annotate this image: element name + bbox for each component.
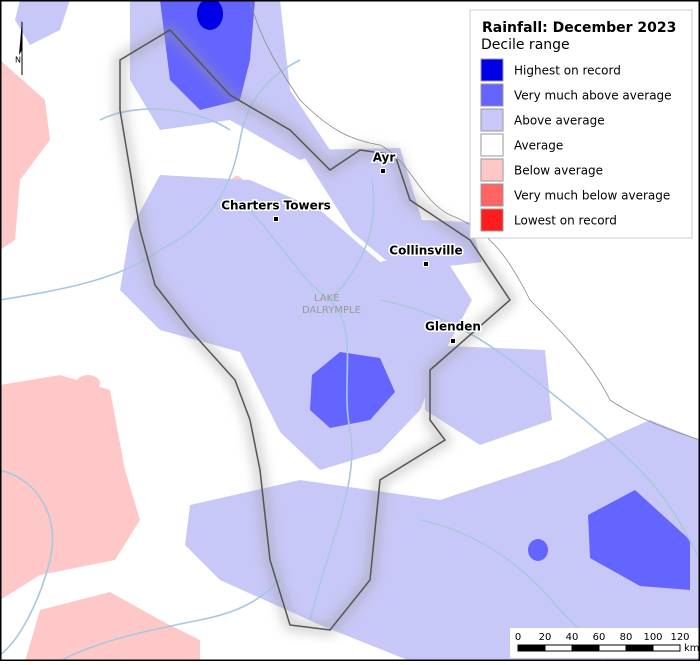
- river: [329, 179, 375, 301]
- region-above: [300, 148, 482, 272]
- basin-boundary: [119, 29, 511, 631]
- town-label: Glenden: [425, 320, 481, 334]
- town-marker: [273, 216, 279, 222]
- town-label: Collinsville: [389, 244, 462, 258]
- towns: Ayr Charters Towers Collinsville Glenden: [220, 149, 482, 344]
- legend-swatch: [480, 208, 504, 232]
- scale-tick-label: 0: [515, 632, 521, 643]
- legend-swatch: [480, 83, 504, 107]
- legend-swatch: [480, 133, 504, 157]
- town-label: Charters Towers: [221, 199, 331, 213]
- legend-swatch: [480, 108, 504, 132]
- legend-swatch: [480, 158, 504, 182]
- scale-segment: [598, 644, 627, 652]
- legend-label: Very much below average: [514, 189, 670, 203]
- region-below: [76, 375, 100, 391]
- scale-segment: [544, 644, 573, 652]
- north-arrow-head: [19, 20, 22, 55]
- river: [0, 469, 54, 656]
- town-marker: [380, 168, 386, 174]
- region-above: [185, 420, 700, 661]
- scale-tick-label: 100: [643, 632, 662, 643]
- region-very-above: [528, 539, 548, 561]
- scale-segment: [625, 644, 654, 652]
- region-very-above: [310, 352, 395, 428]
- scale-unit: km: [684, 643, 700, 654]
- legend-label: Below average: [514, 164, 603, 178]
- scale-tick-label: 20: [539, 632, 552, 643]
- scale-tick-label: 60: [593, 632, 606, 643]
- lake-label: DALRYMPLE: [302, 305, 361, 316]
- scale-tick-label: 40: [566, 632, 579, 643]
- river: [59, 579, 281, 662]
- coastline: [249, 0, 700, 441]
- legend-items: Highest on record Very much above average…: [480, 58, 672, 232]
- town-marker: [450, 338, 456, 344]
- region-very-above: [588, 490, 690, 590]
- legend-swatch: [480, 183, 504, 207]
- legend-label: Above average: [514, 114, 605, 128]
- scale-segment: [652, 644, 681, 652]
- scale-segment: [517, 644, 546, 652]
- town-label: Ayr: [373, 151, 396, 165]
- legend-swatch: [480, 58, 504, 82]
- river: [99, 108, 231, 131]
- region-highest: [197, 0, 223, 30]
- region-below: [0, 60, 50, 250]
- river: [239, 199, 353, 621]
- region-very-above: [160, 0, 255, 110]
- legend-subtitle: Decile range: [481, 37, 570, 53]
- region-below: [0, 375, 140, 600]
- scale-tick-label: 80: [620, 632, 633, 643]
- region-above: [15, 0, 70, 45]
- scale-tick-label: 120: [670, 632, 689, 643]
- scale-segment: [571, 644, 600, 652]
- legend-label: Lowest on record: [514, 214, 617, 228]
- river: [379, 299, 700, 561]
- north-label: N: [15, 56, 21, 65]
- scale-white: [510, 628, 700, 658]
- region-below: [25, 592, 200, 661]
- legend-label: Average: [514, 139, 563, 153]
- lake-label: LAKE: [314, 293, 340, 304]
- legend-label: Highest on record: [514, 64, 621, 78]
- legend-title: Rainfall: December 2023: [482, 20, 676, 36]
- region-above: [425, 345, 552, 445]
- town-marker: [423, 261, 429, 267]
- legend-label: Very much above average: [514, 89, 672, 103]
- legend-box: [469, 9, 693, 239]
- river: [0, 59, 301, 301]
